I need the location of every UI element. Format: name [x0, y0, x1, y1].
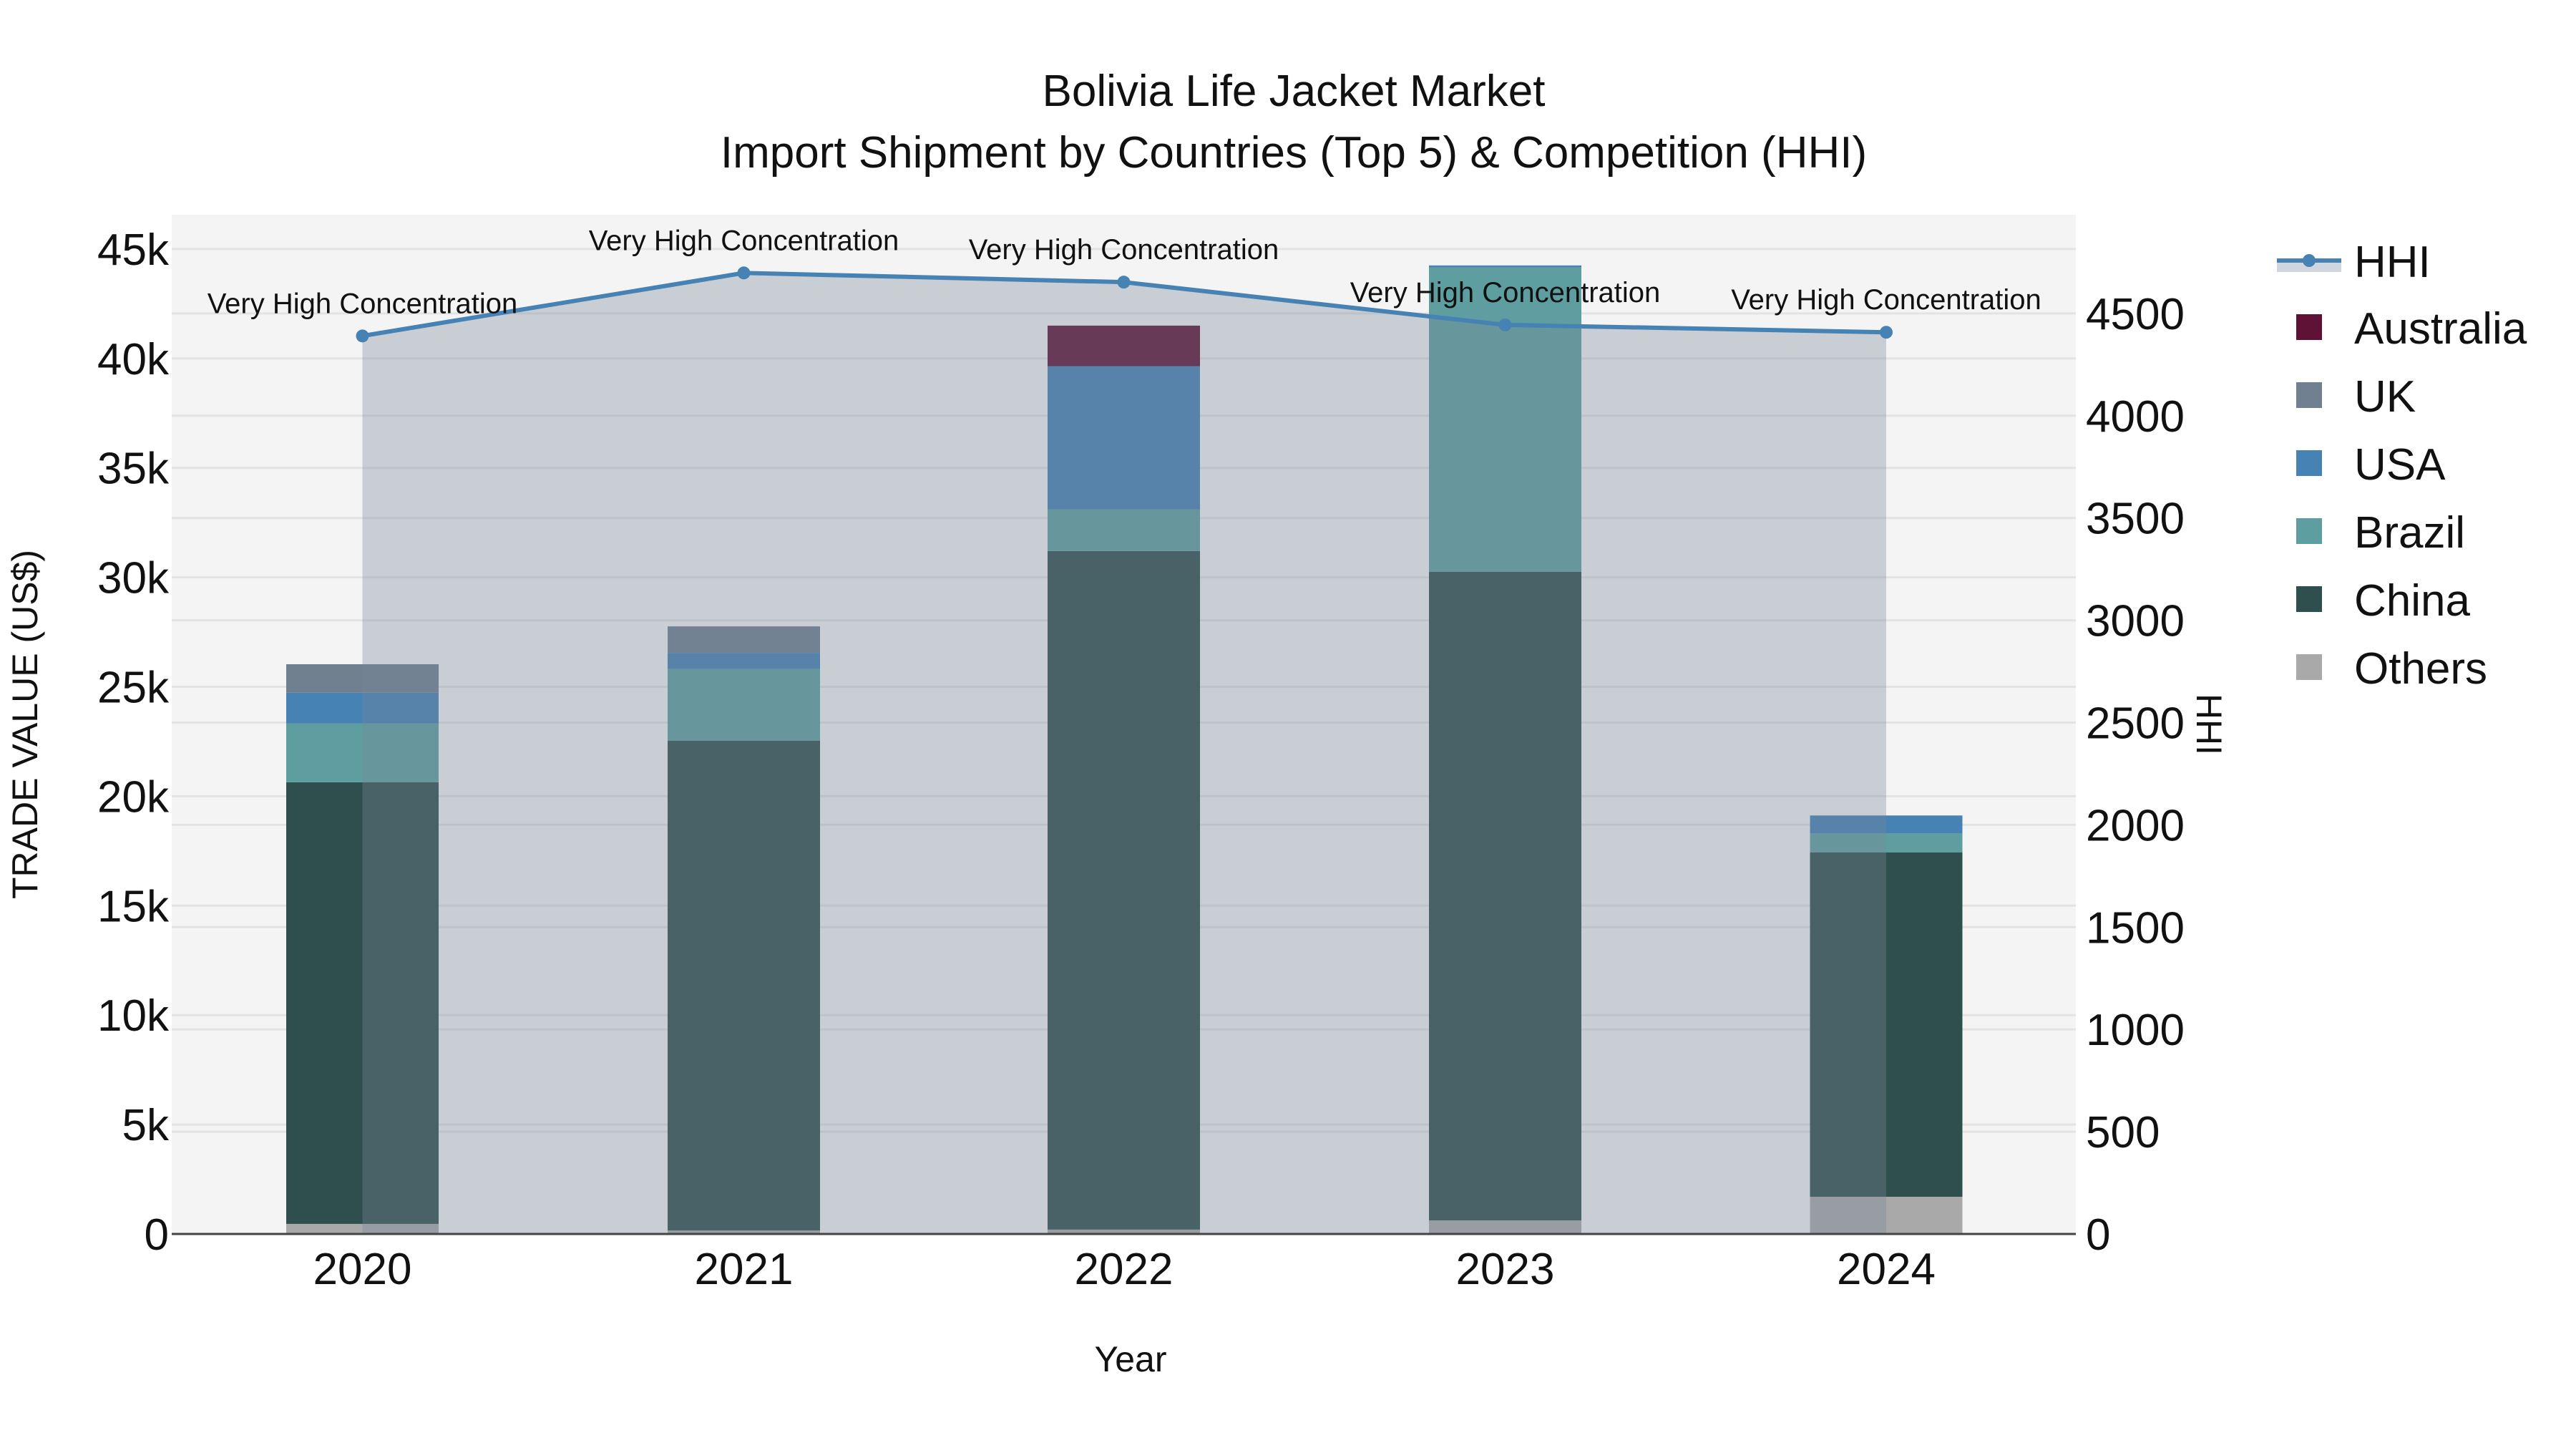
y-left-tick-label: 30k [97, 554, 170, 603]
legend-item-australia[interactable]: Australia [2296, 304, 2527, 354]
bar-series [286, 265, 1963, 1234]
y-left-tick-label: 5k [122, 1101, 170, 1150]
bar-segment-australia-2022[interactable] [1048, 325, 1200, 366]
legend-swatch-icon [2296, 586, 2322, 612]
y-left-tick-label: 0 [145, 1210, 169, 1260]
x-tick-label-2023: 2023 [1456, 1245, 1555, 1294]
legend-label: HHI [2354, 238, 2431, 287]
y-left-tick-label: 35k [97, 444, 170, 494]
y-left-tick-labels: 0 5k 10k 15k 20k 25k 30k 35k 40k 45k [97, 225, 170, 1260]
bar-segment-others-2021[interactable] [668, 1230, 820, 1234]
y-left-tick-label: 40k [97, 335, 170, 384]
bar-stack-2024 [1810, 815, 1963, 1234]
bar-stack-2020 [286, 664, 439, 1234]
bar-segment-usa-2024[interactable] [1810, 815, 1963, 834]
y-right-tick-label: 3000 [2086, 597, 2185, 646]
x-tick-label-2021: 2021 [695, 1245, 794, 1294]
bar-segment-others-2023[interactable] [1429, 1220, 1581, 1234]
hhi-marker-2021[interactable] [737, 266, 751, 280]
legend-item-usa[interactable]: USA [2296, 440, 2446, 490]
y-right-tick-label: 0 [2086, 1210, 2110, 1260]
legend-item-uk[interactable]: UK [2296, 372, 2416, 422]
y-right-axis-title: HHI [2189, 694, 2229, 755]
bar-segment-brazil-2024[interactable] [1810, 833, 1963, 852]
bar-stack-2021 [668, 626, 820, 1234]
hhi-marker-2020[interactable] [356, 329, 369, 343]
x-tick-label-2024: 2024 [1837, 1245, 1936, 1294]
hhi-marker-2023[interactable] [1498, 318, 1512, 331]
annotation-label: Very High Concentration [589, 225, 899, 256]
legend-swatch-icon [2296, 654, 2322, 680]
legend-item-hhi[interactable]: HHI [2277, 238, 2431, 287]
bar-segment-others-2024[interactable] [1810, 1197, 1963, 1234]
y-left-tick-label: 45k [97, 225, 170, 275]
y-right-tick-label: 3500 [2086, 495, 2185, 544]
annotations: Very High Concentration Very High Concent… [208, 225, 2041, 319]
legend-item-brazil[interactable]: Brazil [2296, 508, 2465, 558]
bar-segment-brazil-2022[interactable] [1048, 509, 1200, 551]
annotation-label: Very High Concentration [1731, 284, 2041, 316]
legend-label: Australia [2354, 304, 2527, 354]
chart-title-line-1: Bolivia Life Jacket Market [1043, 67, 1546, 116]
x-tick-labels: 2020 2021 2022 2023 2024 [313, 1245, 1936, 1294]
legend-hhi-marker-icon [2303, 254, 2316, 267]
annotation-label: Very High Concentration [208, 288, 518, 319]
annotation-label: Very High Concentration [1350, 277, 1661, 308]
bar-segment-usa-2020[interactable] [286, 692, 439, 724]
chart-title-line-2: Import Shipment by Countries (Top 5) & C… [721, 128, 1867, 178]
legend-label: Brazil [2354, 508, 2465, 558]
hhi-area-fill [362, 273, 1886, 1234]
y-right-tick-label: 4000 [2086, 392, 2185, 442]
bar-segment-uk-2021[interactable] [668, 626, 820, 653]
y-right-tick-label: 1500 [2086, 903, 2185, 953]
x-axis-title: Year [1094, 1339, 1166, 1379]
bar-segment-china-2020[interactable] [286, 782, 439, 1224]
legend-swatch-icon [2296, 450, 2322, 476]
bar-segment-others-2022[interactable] [1048, 1229, 1200, 1234]
bar-segment-china-2024[interactable] [1810, 852, 1963, 1197]
legend-label: UK [2354, 372, 2416, 422]
y-right-tick-label: 500 [2086, 1108, 2160, 1157]
hhi-series [356, 266, 1893, 1234]
bar-segment-usa-2022[interactable] [1048, 366, 1200, 510]
x-tick-label-2022: 2022 [1075, 1245, 1174, 1294]
legend-swatch-icon [2296, 382, 2322, 408]
y-left-tick-label: 20k [97, 772, 170, 822]
bar-segment-china-2022[interactable] [1048, 550, 1200, 1230]
annotation-label: Very High Concentration [969, 234, 1279, 266]
legend-item-china[interactable]: China [2296, 576, 2471, 626]
legend-swatch-icon [2296, 314, 2322, 340]
y-right-tick-labels: 0 500 1000 1500 2000 2500 3000 3500 4000 4500 [2086, 290, 2185, 1260]
legend-label: Others [2354, 644, 2487, 694]
bar-segment-china-2021[interactable] [668, 740, 820, 1231]
bar-segment-usa-2021[interactable] [668, 653, 820, 669]
y-left-axis-title: TRADE VALUE (US$) [5, 550, 45, 899]
bar-stack-2022 [1048, 325, 1200, 1234]
hhi-marker-2024[interactable] [1880, 326, 1893, 339]
bar-segment-brazil-2020[interactable] [286, 723, 439, 782]
legend-label: USA [2354, 440, 2446, 490]
y-left-tick-label: 10k [97, 991, 170, 1041]
bar-segment-china-2023[interactable] [1429, 571, 1581, 1221]
y-right-tick-label: 2500 [2086, 699, 2185, 749]
y-right-tick-label: 4500 [2086, 290, 2185, 339]
bar-stack-2023 [1429, 265, 1581, 1234]
y-left-tick-label: 25k [97, 664, 170, 713]
legend-swatch-icon [2296, 518, 2322, 544]
y-right-tick-label: 1000 [2086, 1006, 2185, 1055]
y-left-tick-label: 15k [97, 882, 170, 931]
x-tick-label-2020: 2020 [313, 1245, 412, 1294]
bar-segment-uk-2020[interactable] [286, 664, 439, 693]
legend-label: China [2354, 576, 2471, 626]
hhi-marker-2022[interactable] [1117, 276, 1131, 289]
y-right-tick-label: 2000 [2086, 801, 2185, 850]
bar-segment-usa-2023[interactable] [1429, 265, 1581, 268]
legend: HHI Australia UK USA Brazil China Others [2277, 238, 2527, 694]
bar-segment-brazil-2021[interactable] [668, 669, 820, 741]
bar-segment-others-2020[interactable] [286, 1223, 439, 1234]
legend-item-others[interactable]: Others [2296, 644, 2487, 694]
